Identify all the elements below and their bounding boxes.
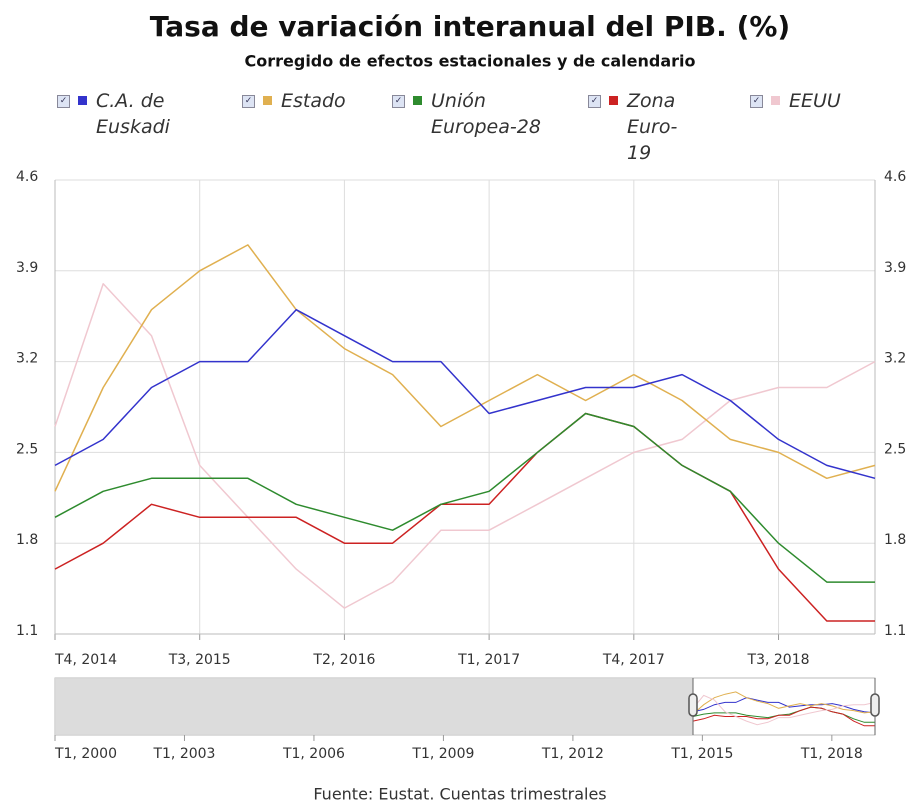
legend-swatch [263,96,272,105]
legend-swatch [771,96,780,105]
x-tick-label: T3, 2015 [168,652,231,668]
legend-label: C.A. de Euskadi [96,90,170,138]
legend-swatch [609,96,618,105]
y-tick-label: 1.8 [884,532,906,548]
x-tick-label: T2, 2016 [312,652,375,668]
legend-checkbox[interactable]: ✓ [392,95,405,108]
legend-swatch [413,96,422,105]
legend-swatch [78,96,87,105]
legend-checkbox[interactable]: ✓ [57,95,70,108]
navigator-line [692,706,875,727]
legend-checkbox[interactable]: ✓ [242,95,255,108]
x-tick-label: T4, 2017 [602,652,665,668]
series-line [54,308,876,480]
y-tick-label: 3.9 [884,260,906,276]
x-tick-label: T4, 2014 [54,652,117,668]
navigator-tick-label: T1, 2009 [411,746,474,762]
chart-subtitle: Corregido de efectos estacionales y de c… [245,52,696,71]
y-tick-label: 4.6 [884,169,906,185]
legend-checkbox[interactable]: ✓ [588,95,601,108]
y-tick-label: 1.1 [884,623,906,639]
legend-item[interactable]: ✓ Estado [242,88,361,114]
navigator-tick-label: T1, 2006 [282,746,345,762]
y-tick-label: 1.1 [16,623,38,639]
y-tick-label: 1.8 [16,532,38,548]
legend-item[interactable]: ✓ Zona Euro-19 [588,88,687,166]
navigator-line [692,697,876,714]
y-tick-label: 3.2 [16,351,38,367]
legend-label: Zona Euro-19 [627,90,678,164]
legend-label: Estado [281,90,346,112]
chart-title: Tasa de variación interanual del PIB. (%… [150,10,790,43]
legend-item[interactable]: ✓ EEUU [750,88,879,114]
x-tick-label: T3, 2018 [747,652,810,668]
y-tick-label: 3.9 [16,260,38,276]
y-tick-label: 2.5 [884,441,906,457]
legend-label: Unión Europea-28 [431,90,541,138]
navigator-mask [55,678,693,735]
x-tick-label: T1, 2017 [457,652,520,668]
y-tick-label: 4.6 [16,169,38,185]
series-line [54,412,875,583]
navigator-line [692,691,876,715]
legend-item[interactable]: ✓ Unión Europea-28 [392,88,541,140]
navigator-tick-label: T1, 2015 [670,746,733,762]
series-line [54,244,876,492]
legend-item[interactable]: ✓ C.A. de Euskadi [57,88,186,140]
legend-checkbox[interactable]: ✓ [750,95,763,108]
navigator-tick-label: T1, 2003 [152,746,215,762]
legend-label: EEUU [789,90,841,112]
series-line [54,412,875,622]
navigator-line [692,694,876,726]
y-tick-label: 2.5 [16,441,38,457]
navigator-handle [688,693,698,717]
navigator-tick-label: T1, 2012 [541,746,604,762]
navigator-tick-label: T1, 2000 [54,746,117,762]
series-line [54,283,876,609]
navigator-tick-label: T1, 2018 [800,746,863,762]
source: Fuente: Eustat. Cuentas trimestrales [313,785,606,804]
navigator-handle [870,693,880,717]
y-tick-label: 3.2 [884,351,906,367]
